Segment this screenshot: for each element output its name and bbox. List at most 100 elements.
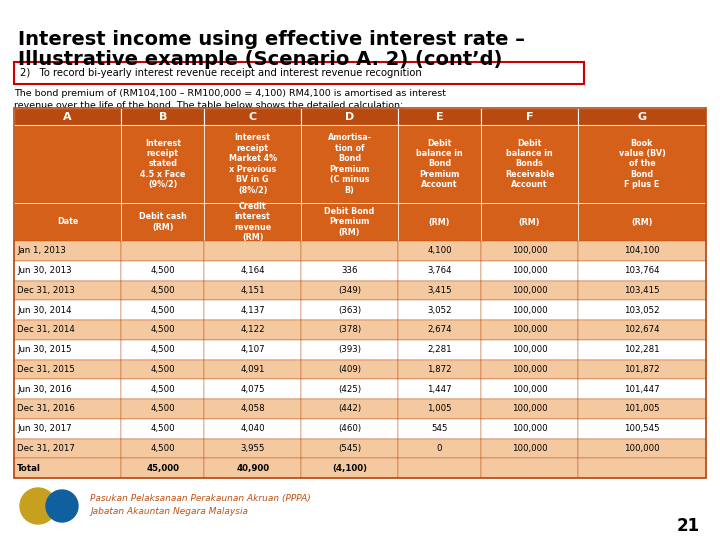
Bar [14, 320, 121, 340]
Text: 4,500: 4,500 [150, 266, 175, 275]
Text: 3,764: 3,764 [427, 266, 452, 275]
Text: 104,100: 104,100 [624, 246, 660, 255]
Bar [481, 320, 578, 340]
Text: Debit
balance in
Bonds
Receivable
Account: Debit balance in Bonds Receivable Accoun… [505, 139, 554, 190]
Bar [578, 300, 706, 320]
Text: 100,000: 100,000 [512, 345, 547, 354]
Text: (363): (363) [338, 306, 361, 315]
Bar [481, 261, 578, 280]
Text: 4,500: 4,500 [150, 326, 175, 334]
Bar [481, 108, 578, 125]
Bar [121, 125, 204, 203]
Bar [578, 418, 706, 438]
Bar [121, 108, 204, 125]
Text: 4,040: 4,040 [240, 424, 265, 433]
Bar [578, 261, 706, 280]
Text: 4,151: 4,151 [240, 286, 265, 295]
Bar [578, 125, 706, 203]
Bar [121, 261, 204, 280]
Text: 4,500: 4,500 [150, 404, 175, 414]
Bar [481, 241, 578, 261]
Text: Amortisa-
tion of
Bond
Premium
(C minus
B): Amortisa- tion of Bond Premium (C minus … [328, 133, 372, 194]
Text: 3,052: 3,052 [427, 306, 452, 315]
Text: 1,447: 1,447 [427, 384, 452, 394]
Text: (4,100): (4,100) [332, 464, 367, 472]
Text: 100,000: 100,000 [512, 326, 547, 334]
Text: 40,900: 40,900 [236, 464, 269, 472]
Bar [301, 360, 398, 379]
Text: 103,052: 103,052 [624, 306, 660, 315]
Bar [578, 320, 706, 340]
Bar [121, 320, 204, 340]
Text: Dec 31, 2016: Dec 31, 2016 [17, 404, 75, 414]
Text: 4,500: 4,500 [150, 345, 175, 354]
Bar [14, 125, 121, 203]
Bar [14, 280, 121, 300]
Text: (442): (442) [338, 404, 361, 414]
Bar [121, 418, 204, 438]
Bar [301, 125, 398, 203]
Bar [578, 280, 706, 300]
Bar [14, 108, 121, 125]
Bar [14, 360, 121, 379]
Bar [578, 340, 706, 360]
Circle shape [46, 490, 78, 522]
Text: Jabatan Akauntan Negara Malaysia: Jabatan Akauntan Negara Malaysia [90, 508, 248, 516]
Bar [204, 125, 301, 203]
Text: 101,872: 101,872 [624, 365, 660, 374]
Bar [204, 261, 301, 280]
Text: 4,100: 4,100 [427, 246, 452, 255]
Bar [301, 203, 398, 241]
Text: 100,000: 100,000 [512, 365, 547, 374]
Text: 2,674: 2,674 [427, 326, 452, 334]
Bar [14, 438, 121, 458]
Text: 103,764: 103,764 [624, 266, 660, 275]
Text: Debit cash
(RM): Debit cash (RM) [139, 212, 186, 232]
Text: 100,000: 100,000 [512, 444, 547, 453]
Text: D: D [345, 111, 354, 122]
Bar [481, 360, 578, 379]
Text: 4,091: 4,091 [240, 365, 265, 374]
Bar [14, 458, 121, 478]
Text: 4,164: 4,164 [240, 266, 265, 275]
Bar [121, 280, 204, 300]
Bar [204, 320, 301, 340]
Bar [121, 360, 204, 379]
Text: 4,122: 4,122 [240, 326, 265, 334]
Text: 4,500: 4,500 [150, 286, 175, 295]
Text: 102,674: 102,674 [624, 326, 660, 334]
Bar [398, 241, 481, 261]
Bar [14, 203, 121, 241]
Text: Debit
balance in
Bond
Premium
Account: Debit balance in Bond Premium Account [416, 139, 463, 190]
Text: 100,000: 100,000 [624, 444, 660, 453]
Text: Jun 30, 2014: Jun 30, 2014 [17, 306, 71, 315]
Bar [398, 125, 481, 203]
Bar [301, 108, 398, 125]
Bar [204, 300, 301, 320]
Text: Pasukan Pelaksanaan Perakaunan Akruan (PPPA): Pasukan Pelaksanaan Perakaunan Akruan (P… [90, 494, 311, 503]
Text: 4,137: 4,137 [240, 306, 265, 315]
Bar [301, 241, 398, 261]
Bar [398, 300, 481, 320]
Bar [204, 241, 301, 261]
Bar [14, 340, 121, 360]
Text: 101,005: 101,005 [624, 404, 660, 414]
Text: (RM): (RM) [519, 218, 540, 226]
Text: (RM): (RM) [429, 218, 450, 226]
Text: 45,000: 45,000 [146, 464, 179, 472]
Bar [578, 203, 706, 241]
Bar [301, 280, 398, 300]
Text: 545: 545 [431, 424, 448, 433]
Bar [578, 399, 706, 418]
Text: 100,000: 100,000 [512, 384, 547, 394]
Bar [481, 280, 578, 300]
Bar [398, 360, 481, 379]
Text: 0: 0 [437, 444, 442, 453]
Text: Jun 30, 2015: Jun 30, 2015 [17, 345, 71, 354]
Bar [398, 203, 481, 241]
Bar [204, 203, 301, 241]
Bar [301, 438, 398, 458]
Text: Date: Date [57, 218, 78, 226]
Bar [14, 241, 121, 261]
Bar [121, 379, 204, 399]
